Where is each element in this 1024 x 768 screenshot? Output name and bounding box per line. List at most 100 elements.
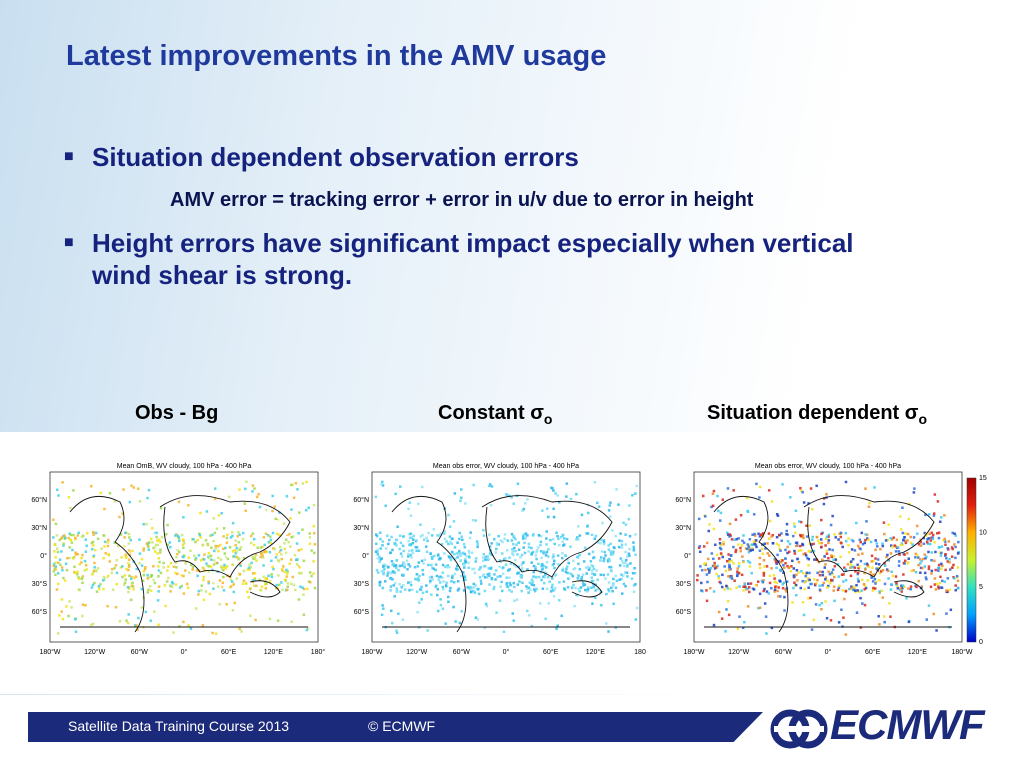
data-dot: [599, 573, 603, 577]
data-dot: [919, 544, 923, 547]
data-dot: [291, 582, 295, 586]
data-dot: [542, 581, 546, 585]
data-dot: [856, 571, 860, 575]
data-dot: [740, 573, 744, 577]
data-dot: [783, 609, 786, 612]
data-dot: [898, 553, 901, 556]
data-dot: [487, 558, 491, 561]
data-dot: [551, 563, 555, 567]
data-dot: [56, 582, 60, 586]
data-dot: [253, 576, 257, 580]
data-dot: [101, 579, 105, 582]
data-dot: [755, 545, 758, 549]
data-dot: [878, 590, 881, 593]
data-dot: [603, 550, 607, 554]
data-dot: [624, 550, 627, 554]
data-dot: [302, 613, 306, 617]
data-dot: [531, 581, 534, 584]
data-dot: [812, 542, 815, 546]
data-dot: [457, 587, 461, 591]
data-dot: [864, 487, 867, 490]
data-dot: [228, 544, 231, 548]
data-dot: [421, 591, 425, 595]
data-dot: [162, 566, 165, 569]
data-dot: [816, 571, 819, 575]
data-dot: [219, 543, 222, 547]
data-dot: [189, 563, 193, 567]
data-dot: [461, 538, 464, 542]
data-dot: [225, 565, 229, 568]
data-dot: [763, 565, 766, 568]
data-dot: [807, 557, 811, 561]
data-dot: [167, 576, 170, 580]
data-dot: [422, 538, 426, 541]
data-dot: [488, 545, 492, 548]
data-dot: [409, 514, 413, 517]
data-dot: [181, 543, 185, 547]
data-dot: [490, 485, 494, 488]
data-dot: [124, 543, 127, 546]
data-dot: [251, 579, 255, 582]
data-dot: [944, 552, 947, 556]
data-dot: [505, 582, 508, 586]
data-dot: [436, 534, 439, 537]
data-dot: [183, 542, 186, 545]
data-dot: [294, 482, 298, 485]
data-dot: [611, 584, 615, 588]
data-dot: [60, 536, 64, 539]
data-dot: [179, 576, 182, 579]
data-dot: [501, 540, 504, 544]
data-dot: [242, 556, 246, 560]
data-dot: [296, 488, 299, 491]
data-dot: [927, 565, 931, 568]
data-dot: [939, 575, 942, 579]
data-dot: [416, 610, 419, 614]
data-dot: [532, 584, 536, 587]
data-dot: [242, 531, 245, 535]
data-dot: [715, 553, 719, 557]
data-dot: [782, 566, 786, 569]
data-dot: [397, 612, 400, 616]
data-dot: [453, 546, 457, 549]
data-dot: [438, 575, 441, 579]
data-dot: [297, 564, 301, 567]
data-dot: [510, 590, 513, 593]
data-dot: [771, 542, 775, 545]
data-dot: [244, 509, 247, 513]
data-dot: [730, 538, 734, 541]
data-dot: [452, 520, 456, 523]
logo-text: ECMWF: [830, 701, 985, 748]
data-dot: [394, 492, 397, 496]
lon-label: 180°W: [39, 648, 60, 656]
data-dot: [793, 525, 796, 528]
lat-label: 60°S: [354, 608, 370, 616]
data-dot: [508, 588, 511, 592]
data-dot: [833, 599, 836, 603]
data-dot: [459, 559, 462, 562]
data-dot: [488, 583, 491, 586]
data-dot: [263, 550, 266, 554]
data-dot: [844, 578, 848, 582]
data-dot: [922, 557, 925, 561]
data-dot: [469, 585, 472, 589]
lat-label: 60°S: [32, 608, 48, 616]
caption-text: Obs - Bg: [135, 402, 219, 424]
data-dot: [762, 574, 766, 577]
data-dot: [254, 553, 258, 556]
data-dot: [723, 588, 726, 591]
colorbar-label: 5: [979, 584, 983, 591]
data-dot: [705, 541, 709, 545]
data-dot: [414, 545, 417, 549]
data-dot: [80, 577, 84, 581]
data-dot: [313, 543, 317, 546]
data-dot: [533, 589, 537, 593]
data-dot: [604, 554, 607, 557]
data-dot: [129, 538, 132, 542]
data-dot: [225, 541, 229, 544]
data-dot: [502, 566, 505, 569]
data-dot: [256, 546, 260, 550]
data-dot: [713, 563, 716, 567]
data-dot: [841, 589, 845, 592]
lon-label: 60°W: [453, 648, 471, 656]
data-dot: [464, 560, 467, 564]
